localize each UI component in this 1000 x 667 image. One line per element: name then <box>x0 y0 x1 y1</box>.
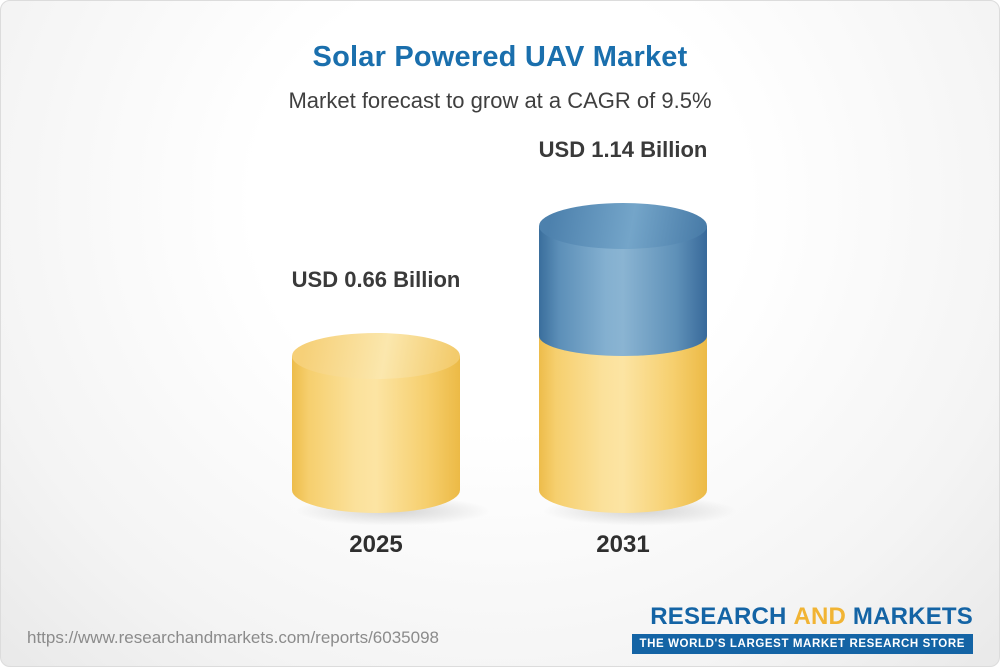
source-url[interactable]: https://www.researchandmarkets.com/repor… <box>27 628 439 647</box>
bar-2031: USD 1.14 Billion 2031 <box>535 1 745 666</box>
bar-2025: USD 0.66 Billion 2025 <box>288 1 498 666</box>
logo-word-markets: MARKETS <box>852 603 973 630</box>
cylinder-2031-cap <box>539 203 707 249</box>
cylinder-2025 <box>292 333 460 513</box>
cylinder-2025-body <box>292 356 460 513</box>
cylinder-2031-growth-segment <box>539 203 707 356</box>
value-label-2025: USD 0.66 Billion <box>291 267 461 292</box>
year-label-2025: 2025 <box>349 531 403 558</box>
research-and-markets-logo[interactable]: RESEARCH AND MARKETS THE WORLD'S LARGEST… <box>631 603 973 654</box>
logo-word-and: AND <box>793 603 847 630</box>
logo-wordmark: RESEARCH AND MARKETS <box>650 603 973 631</box>
logo-tagline: THE WORLD'S LARGEST MARKET RESEARCH STOR… <box>631 634 973 654</box>
value-label-2031: USD 1.14 Billion <box>538 137 708 162</box>
logo-word-research: RESEARCH <box>650 603 787 630</box>
cylinder-2025-cap <box>292 333 460 379</box>
chart-subtitle: Market forecast to grow at a CAGR of 9.5… <box>288 88 712 113</box>
year-label-2031: 2031 <box>596 531 650 558</box>
cylinder-2031 <box>539 203 707 513</box>
chart-title: Solar Powered UAV Market <box>312 41 688 73</box>
